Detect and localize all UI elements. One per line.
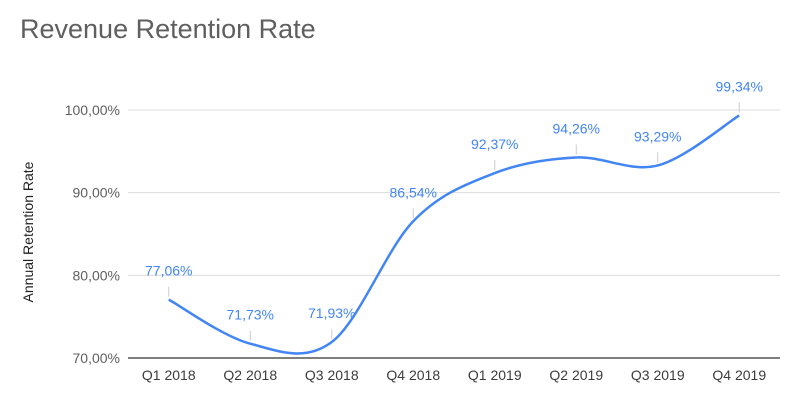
y-tick-label: 100,00% [65, 102, 120, 118]
data-label: 71,73% [227, 307, 274, 323]
x-tick-label: Q1 2019 [468, 367, 522, 383]
data-label: 99,34% [716, 78, 763, 94]
data-label: 93,29% [634, 128, 681, 144]
x-axis-ticks: Q1 2018 Q2 2018 Q3 2018 Q4 2018 Q1 2019 Q2 20… [142, 367, 766, 383]
y-axis-ticks: 70,00% 80,00% 90,00% 100,00% [65, 102, 120, 366]
y-tick-label: 80,00% [73, 267, 120, 283]
x-tick-label: Q4 2019 [712, 367, 766, 383]
x-tick-label: Q2 2019 [549, 367, 603, 383]
data-label: 77,06% [145, 263, 192, 279]
y-tick-label: 90,00% [73, 185, 120, 201]
gridlines [128, 109, 780, 359]
data-labels: 77,06% 71,73% 71,93% 86,54% 92,37% 94,26% 93,2… [145, 78, 763, 341]
x-tick-label: Q3 2019 [631, 367, 685, 383]
y-tick-label: 70,00% [73, 350, 120, 366]
x-tick-label: Q1 2018 [142, 367, 196, 383]
y-axis-label: Annual Retention Rate [20, 161, 36, 302]
x-tick-label: Q2 2018 [223, 367, 277, 383]
x-tick-label: Q4 2018 [386, 367, 440, 383]
chart-title: Revenue Retention Rate [20, 14, 316, 44]
data-label: 94,26% [553, 120, 600, 136]
data-label: 92,37% [471, 136, 518, 152]
data-label: 86,54% [390, 184, 437, 200]
x-tick-label: Q3 2018 [305, 367, 359, 383]
series-line [168, 114, 740, 355]
data-label: 71,93% [308, 305, 355, 321]
